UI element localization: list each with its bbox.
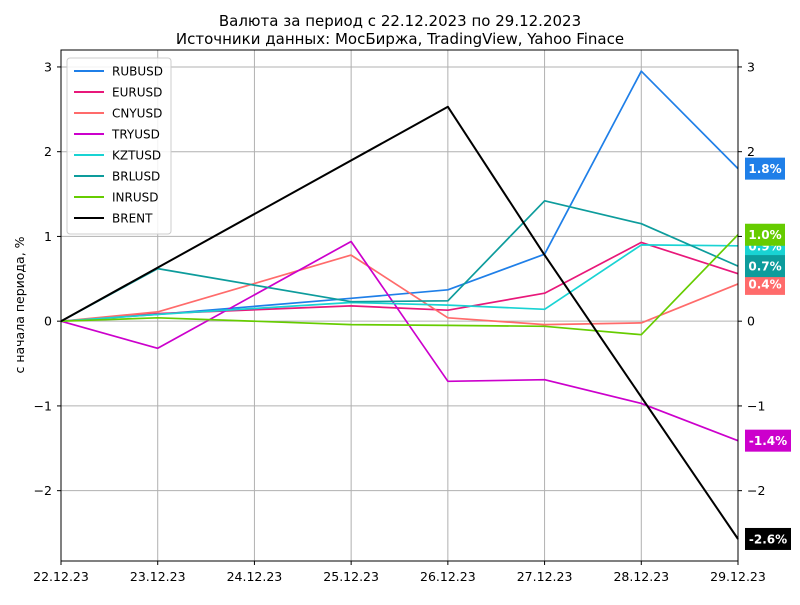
x-tick-label: 25.12.23 xyxy=(323,569,379,584)
series-line-kztusd xyxy=(60,244,739,323)
y-tick-label-left: 2 xyxy=(44,144,52,159)
y-tick-label-right: 0 xyxy=(747,314,755,329)
x-tick-label: 27.12.23 xyxy=(517,569,573,584)
y-tick-label-left: 3 xyxy=(44,59,52,74)
legend-box xyxy=(66,57,172,235)
y-tick-label-left: 1 xyxy=(44,229,52,244)
value-badge-brent xyxy=(745,527,791,550)
y-axis-label: с начала периода, % xyxy=(12,236,27,373)
chart-title: Валюта за период с 22.12.2023 по 29.12.2… xyxy=(219,12,581,30)
legend-label-brent: BRENT xyxy=(112,212,153,226)
legend-label-cnyusd: CNYUSD xyxy=(112,107,162,121)
value-badge-label-brent: -2.6% xyxy=(749,532,787,546)
legend-label-tryusd: TRYUSD xyxy=(111,128,160,142)
value-badge-brlusd xyxy=(745,255,785,278)
value-badge-label-rubusd: 1.8% xyxy=(748,162,781,176)
value-badge-label-inrusd: 1.0% xyxy=(748,228,781,242)
x-tick-label: 23.12.23 xyxy=(130,569,186,584)
x-tick-label: 29.12.23 xyxy=(710,569,766,584)
value-badge-label-cnyusd: 0.4% xyxy=(748,277,781,291)
y-axis-left-ticks: 3 2 1 0 −1 −2 xyxy=(34,59,61,498)
y-tick-label-right: −2 xyxy=(747,483,765,498)
plot-area-frame xyxy=(60,49,739,562)
y-tick-label-left: −2 xyxy=(34,483,52,498)
value-badge-rubusd xyxy=(745,157,785,180)
series-line-cnyusd xyxy=(60,254,739,326)
value-badge-inrusd xyxy=(745,223,785,246)
series-lines xyxy=(60,70,739,540)
value-badges: 1.8%0.6%0.9%1.0%0.4%0.7%-1.4%-2.6% xyxy=(745,157,791,550)
legend-label-inrusd: INRUSD xyxy=(112,191,159,205)
value-badge-label-tryusd: -1.4% xyxy=(749,434,787,448)
value-badge-tryusd xyxy=(745,429,791,452)
value-badge-cnyusd xyxy=(745,272,785,295)
x-axis-ticks: 22.12.23 23.12.23 24.12.23 25.12.23 26.12.23… xyxy=(33,561,766,584)
legend-label-rubusd: RUBUSD xyxy=(112,65,163,79)
y-tick-label-right: −1 xyxy=(747,398,765,413)
y-tick-label-right: 3 xyxy=(747,59,755,74)
y-tick-label-left: −1 xyxy=(34,398,52,413)
legend-label-eurusd: EURUSD xyxy=(112,86,162,100)
legend: RUBUSD EURUSD CNYUSD TRYUSD KZTUSD BRLUSD INRU… xyxy=(66,57,172,235)
series-line-inrusd xyxy=(60,234,739,336)
y-tick-label-right: 2 xyxy=(747,144,755,159)
x-tick-label: 28.12.23 xyxy=(613,569,669,584)
x-tick-label: 26.12.23 xyxy=(420,569,476,584)
series-line-tryusd xyxy=(60,240,739,442)
x-tick-label: 24.12.23 xyxy=(227,569,283,584)
legend-label-brlusd: BRLUSD xyxy=(112,170,160,184)
value-badge-label-brlusd: 0.7% xyxy=(748,260,781,274)
chart-subtitle: Источники данных: МосБиржа, TradingView,… xyxy=(176,30,624,48)
legend-label-kztusd: KZTUSD xyxy=(112,149,161,163)
y-tick-label-left: 0 xyxy=(44,314,52,329)
series-line-brent xyxy=(60,105,739,540)
x-tick-label: 22.12.23 xyxy=(33,569,89,584)
